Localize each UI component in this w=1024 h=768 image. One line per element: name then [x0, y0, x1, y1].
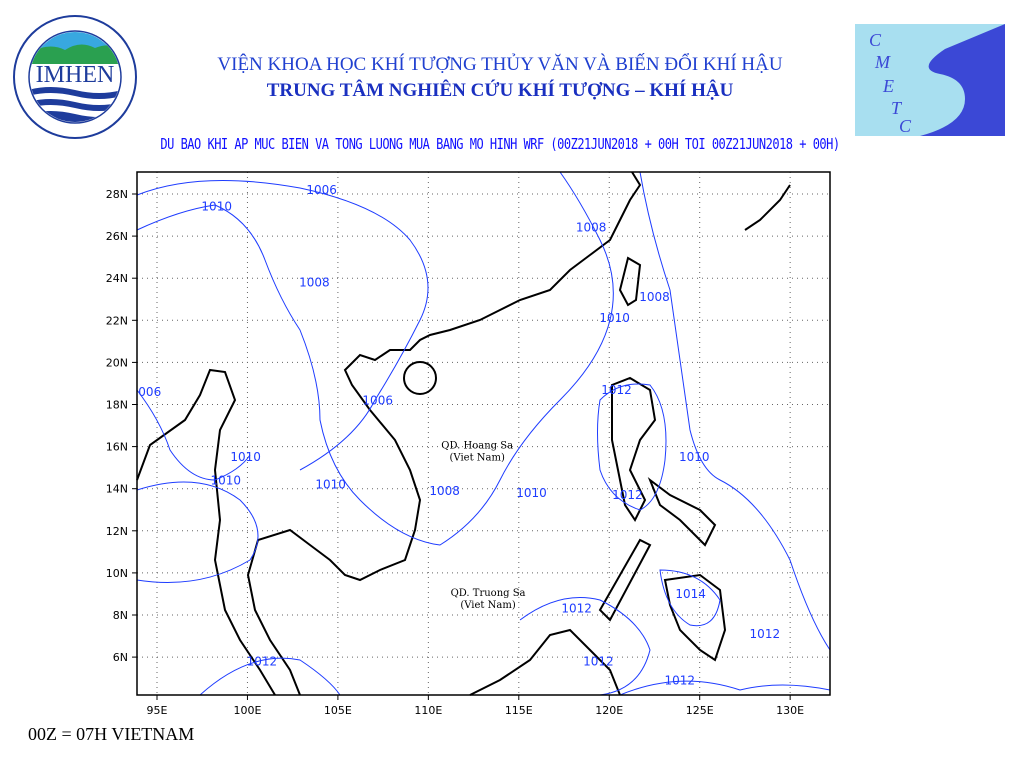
lat-tick-label: 6N [113, 651, 128, 664]
lat-tick-label: 16N [106, 441, 128, 454]
contour-label: 1008 [299, 275, 330, 289]
contour-label: 1012 [601, 383, 632, 397]
svg-text:T: T [891, 98, 903, 118]
lon-tick-label: 120E [595, 704, 623, 717]
contour-label: 006 [138, 385, 161, 399]
lat-tick-label: 8N [113, 609, 128, 622]
island-label-sub: (Viet Nam) [460, 600, 515, 611]
lat-tick-label: 24N [106, 272, 128, 285]
contour-label: 1012 [247, 654, 278, 668]
lat-tick-label: 20N [106, 356, 128, 369]
title-line1: VIỆN KHOA HỌC KHÍ TƯỢNG THỦY VĂN VÀ BIẾN… [217, 54, 783, 75]
svg-text:M: M [874, 52, 891, 72]
island-label-sub: (Viet Nam) [450, 453, 505, 464]
island-label: QD. Hoang Sa [441, 441, 513, 452]
contour-label: 1008 [576, 221, 607, 235]
island-label: QD. Truong Sa [451, 588, 526, 599]
contour-label: 1006 [306, 183, 337, 197]
coastlines [136, 171, 791, 696]
contour-label: 1010 [201, 200, 232, 214]
time-note: 00Z = 07H VIETNAM [28, 724, 195, 744]
contour-label: 1012 [665, 673, 696, 687]
lat-tick-label: 18N [106, 399, 128, 412]
grid-lines [137, 172, 830, 695]
lat-tick-label: 10N [106, 567, 128, 580]
contour-label: 1012 [612, 488, 643, 502]
contour-label: 1014 [675, 587, 706, 601]
imhen-logo-text: IMHEN [36, 62, 115, 88]
lat-tick-label: 26N [106, 230, 128, 243]
map-subtitle: DU BAO KHI AP MUC BIEN VA TONG LUONG MUA… [160, 135, 840, 153]
lon-tick-label: 115E [505, 704, 533, 717]
title-line2: TRUNG TÂM NGHIÊN CỨU KHÍ TƯỢNG – KHÍ HẬU [266, 80, 734, 101]
contour-label: 1012 [750, 627, 781, 641]
lon-tick-label: 100E [233, 704, 261, 717]
lon-tick-label: 95E [147, 704, 168, 717]
contour-label: 1008 [429, 484, 460, 498]
lon-tick-label: 130E [776, 704, 804, 717]
contour-label: 1006 [362, 393, 393, 407]
lat-tick-label: 14N [106, 483, 128, 496]
svg-text:C: C [899, 116, 912, 136]
lon-tick-label: 110E [414, 704, 442, 717]
imhen-logo: IMHEN [10, 12, 140, 142]
contour-label: 1010 [230, 450, 261, 464]
svg-text:C: C [869, 30, 882, 50]
contour-label: 1008 [639, 290, 670, 304]
map-frame [136, 171, 831, 696]
contour-label: 1010 [210, 473, 241, 487]
contour-label: 1010 [679, 450, 710, 464]
lon-tick-label: 105E [324, 704, 352, 717]
contour-label: 1010 [599, 311, 630, 325]
lat-tick-label: 28N [106, 188, 128, 201]
lat-tick-label: 12N [106, 525, 128, 538]
contour-label: 1012 [561, 602, 592, 616]
lon-tick-label: 125E [686, 704, 714, 717]
contour-label: 1012 [583, 654, 614, 668]
pressure-contours [136, 171, 831, 696]
contour-label: 1010 [315, 477, 346, 491]
svg-text:E: E [882, 76, 894, 96]
contour-label: 1010 [516, 486, 547, 500]
lat-tick-label: 22N [106, 314, 128, 327]
